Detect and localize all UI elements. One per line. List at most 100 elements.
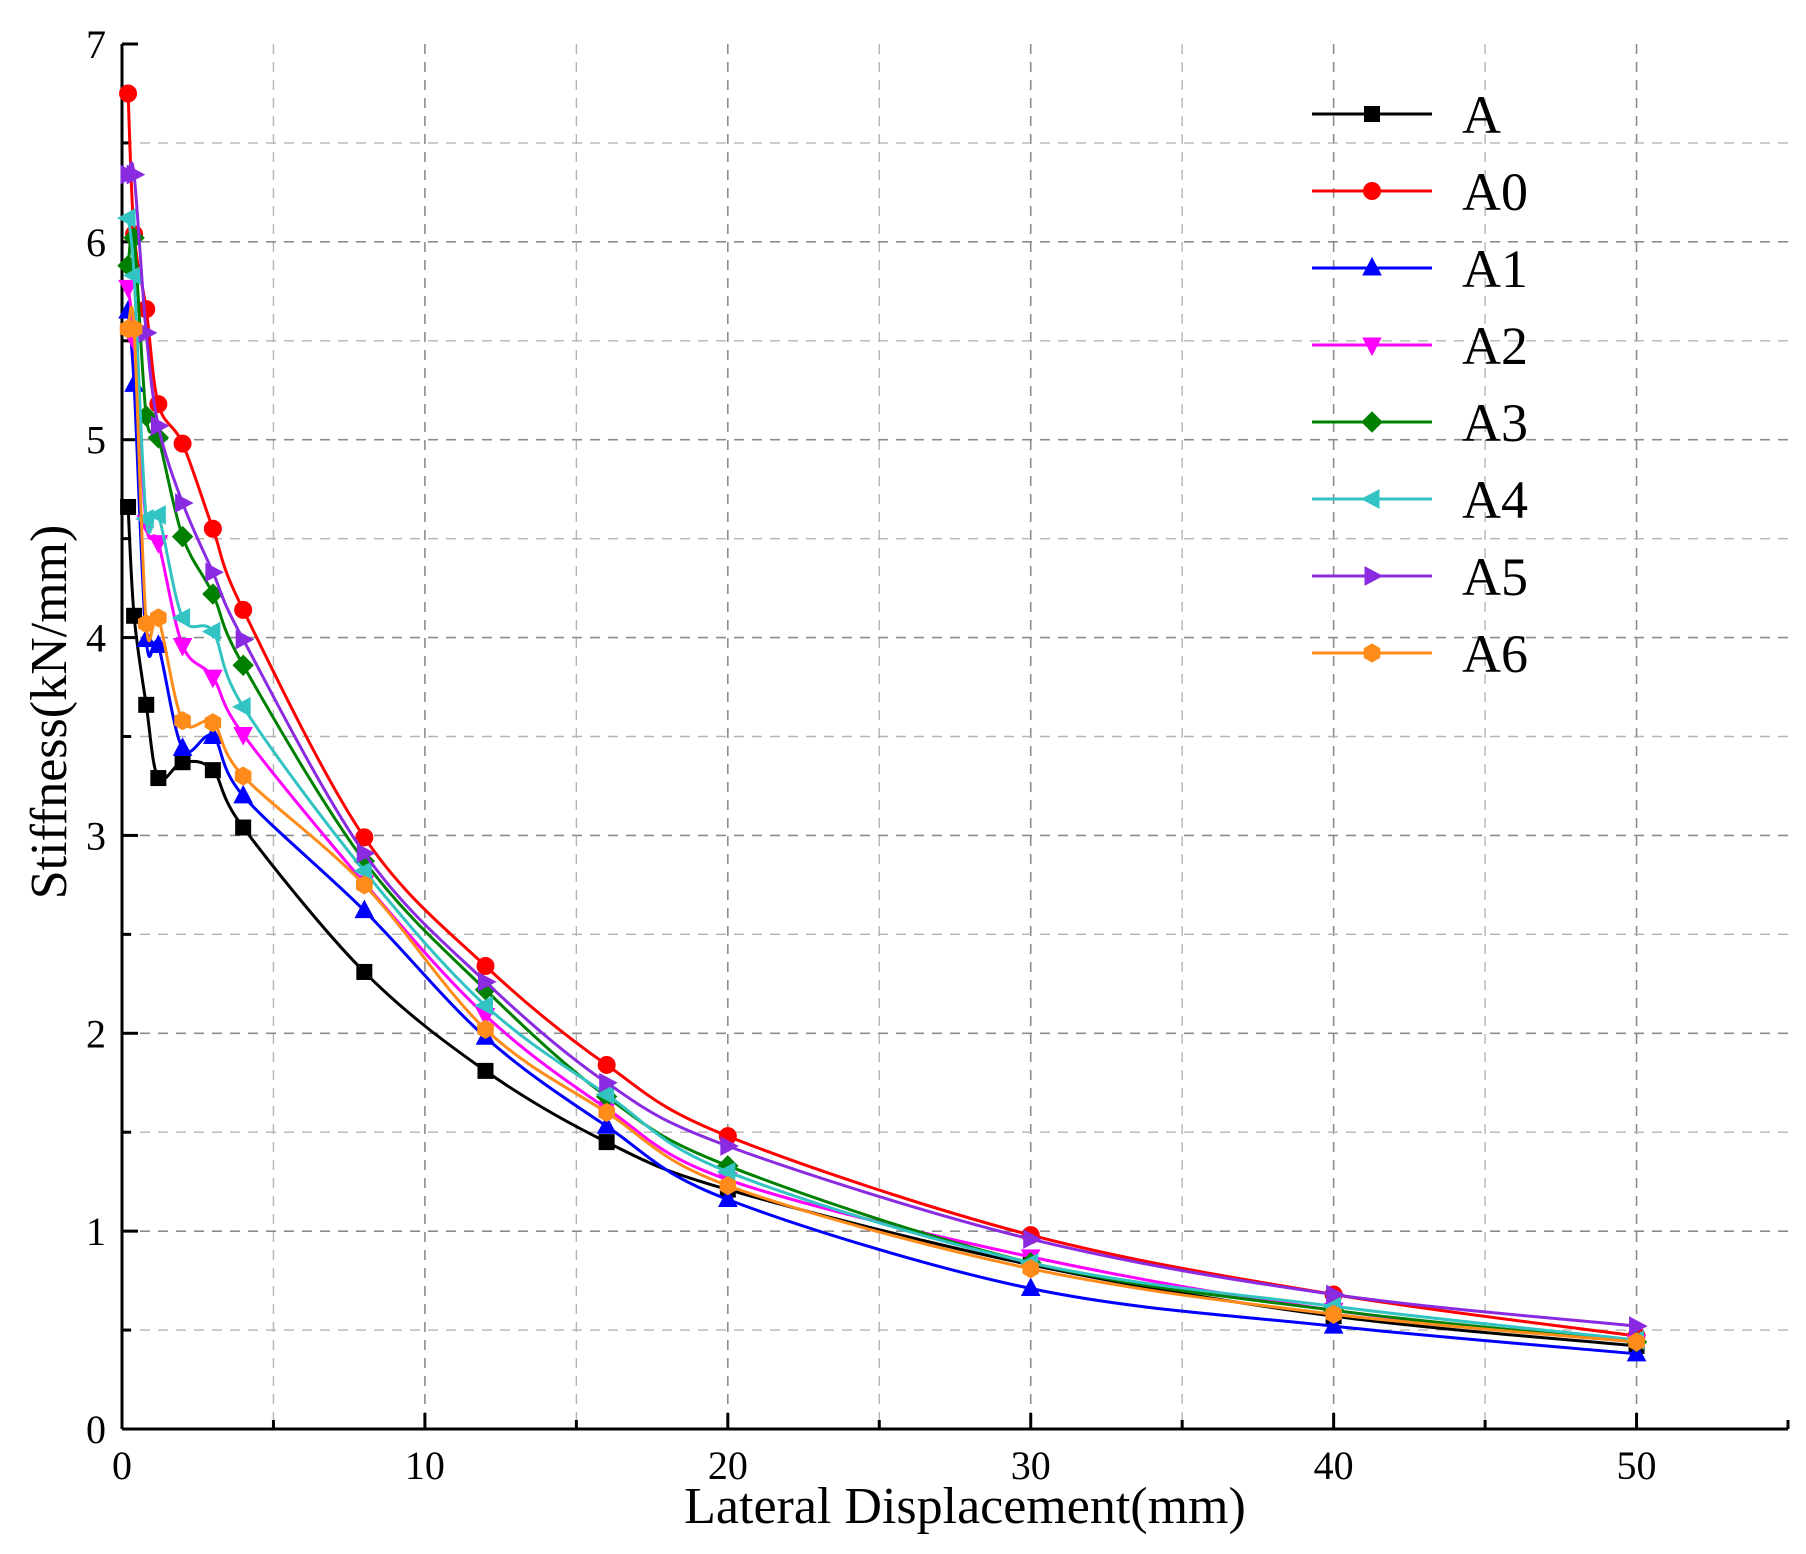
legend-marker: [1362, 337, 1382, 357]
data-point-a4: [716, 1161, 736, 1182]
y-tick-label: 7: [86, 22, 106, 67]
y-tick-label: 2: [86, 1011, 106, 1056]
legend-label: A3: [1462, 393, 1528, 453]
data-point-a6: [1628, 1332, 1645, 1352]
axes: 0 10 20 30 40 50 0 1 2 3 4 5 6 7: [86, 22, 1790, 1488]
data-point-a2: [172, 637, 193, 657]
legend-label: A0: [1462, 162, 1528, 222]
legend-marker: [1363, 643, 1381, 663]
series-a5: [120, 161, 1648, 1336]
data-point-a4: [116, 208, 136, 228]
legend-marker: [1360, 489, 1380, 509]
data-point-a5: [126, 164, 146, 185]
legend-label: A2: [1462, 316, 1528, 376]
data-point-a0: [119, 84, 138, 103]
data-point-a5: [356, 843, 376, 864]
y-tick-label: 5: [86, 418, 106, 463]
data-point-a5: [205, 562, 224, 583]
data-point-a2: [118, 279, 138, 299]
legend-marker: [1364, 566, 1384, 586]
data-point-a0: [203, 519, 222, 538]
data-point-a1: [1020, 1277, 1041, 1297]
legend: A A0 A1 A2 A3 A4 A5 A6: [1312, 85, 1528, 684]
data-point-a: [477, 1062, 494, 1079]
series-a6: [119, 305, 1645, 1352]
x-tick-label: 20: [708, 1443, 748, 1488]
data-point-a: [235, 819, 252, 836]
data-point-a0: [355, 828, 374, 847]
data-point-a: [204, 762, 221, 779]
legend-marker: [1364, 106, 1380, 122]
legend-item-a5: A5: [1312, 547, 1528, 607]
x-tick-label: 40: [1314, 1443, 1354, 1488]
data-point-a5: [720, 1136, 739, 1156]
data-point-a4: [232, 696, 251, 717]
legend-label: A4: [1462, 470, 1528, 530]
series-line-a: [126, 506, 1637, 1348]
data-point-a5: [175, 493, 194, 513]
data-point-a0: [476, 957, 495, 976]
series-a0: [119, 84, 1646, 1346]
y-tick-label: 1: [86, 1209, 106, 1254]
x-tick-label: 10: [405, 1443, 445, 1488]
data-point-a: [126, 607, 143, 624]
data-point-a1: [203, 725, 223, 744]
data-point-a5: [599, 1072, 618, 1093]
data-point-a: [174, 754, 191, 771]
data-point-a5: [150, 416, 170, 436]
data-point-a: [598, 1134, 615, 1151]
data-point-a2: [203, 669, 223, 689]
data-point-a6: [1325, 1304, 1342, 1324]
series-line-a5: [126, 161, 1637, 1328]
legend-label: A6: [1462, 624, 1528, 684]
data-point-a0: [173, 434, 192, 453]
data-point-a1: [354, 899, 375, 919]
data-point-a4: [201, 621, 221, 642]
data-point-a4: [595, 1084, 615, 1105]
series-line-a4: [126, 217, 1637, 1342]
data-point-a6: [598, 1102, 615, 1123]
grid: [122, 44, 1788, 1429]
data-point-a: [120, 498, 137, 515]
x-tick-label: 30: [1011, 1443, 1051, 1488]
data-point-a6: [174, 711, 191, 731]
y-tick-label: 0: [86, 1407, 106, 1452]
data-point-a4: [171, 607, 191, 628]
data-point-a6: [125, 319, 143, 339]
legend-marker: [1361, 411, 1383, 433]
legend-item-a: A: [1312, 85, 1501, 145]
y-axis-title: Stiffness(kN/mm): [21, 525, 78, 900]
data-point-a: [356, 963, 373, 980]
data-point-a6: [356, 875, 373, 895]
data-point-a1: [172, 737, 193, 756]
data-point-a4: [474, 995, 493, 1016]
data-point-a1: [148, 634, 169, 653]
data-point-a5: [1629, 1316, 1648, 1336]
data-point-a6: [1022, 1259, 1040, 1279]
data-point-a5: [1023, 1229, 1042, 1249]
legend-label: A: [1462, 85, 1501, 145]
data-point-a3: [171, 525, 194, 548]
data-point-a5: [235, 629, 255, 650]
x-axis-title: Lateral Displacement(mm): [684, 1478, 1246, 1535]
data-point-a6: [477, 1019, 494, 1039]
x-tick-label: 0: [112, 1443, 132, 1488]
data-point-a5: [1326, 1284, 1345, 1305]
y-tick-label: 6: [86, 220, 106, 265]
legend-item-a0: A0: [1312, 162, 1528, 222]
y-tick-label: 4: [86, 616, 106, 661]
legend-marker: [1363, 182, 1381, 200]
legend-item-a1: A1: [1312, 239, 1528, 299]
x-tick-label: 50: [1617, 1443, 1657, 1488]
data-point-a3: [232, 654, 254, 676]
data-point-a0: [597, 1055, 616, 1074]
series-a1: [118, 300, 1647, 1362]
data-point-a: [150, 770, 167, 787]
legend-item-a4: A4: [1312, 470, 1528, 530]
data-point-a6: [204, 713, 222, 733]
data-point-a1: [717, 1188, 738, 1207]
series-line-a1: [126, 310, 1637, 1356]
data-point-a6: [234, 766, 252, 786]
